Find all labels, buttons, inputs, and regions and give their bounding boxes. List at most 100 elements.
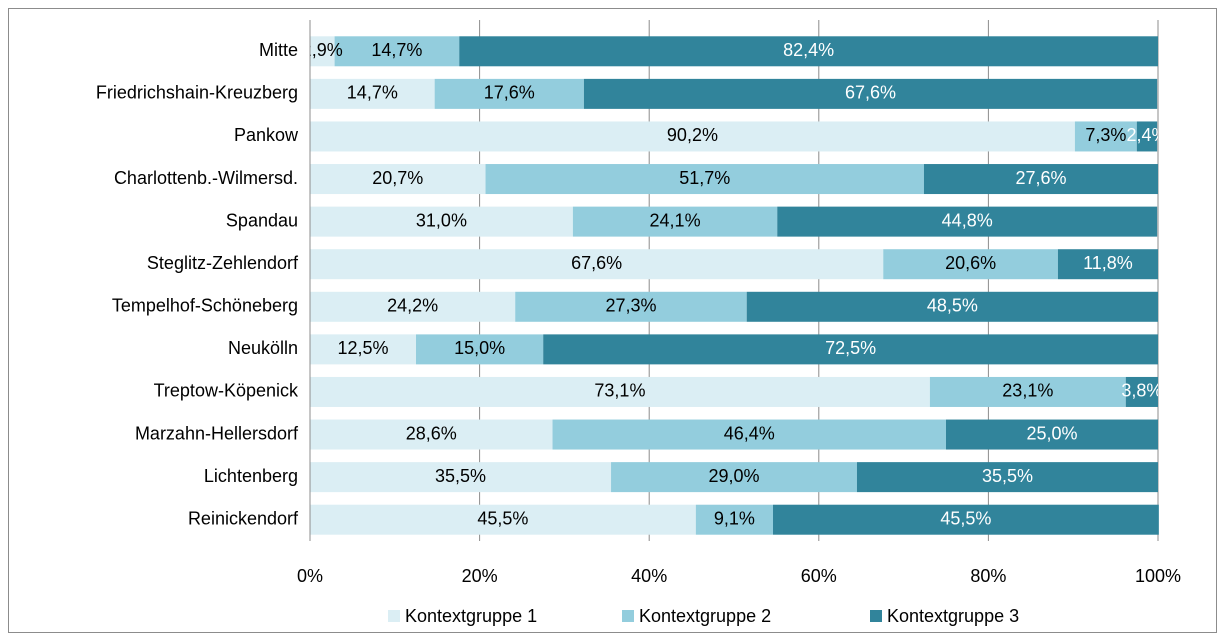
bar-segment (310, 164, 486, 195)
data-label: 72,5% (825, 338, 876, 358)
y-tick-label: Marzahn-Hellersdorf (135, 423, 299, 443)
y-tick-label: Pankow (234, 125, 299, 145)
bar-segment (777, 206, 1158, 237)
x-tick-label: 0% (297, 566, 323, 586)
data-label: 67,6% (571, 253, 622, 273)
bar-segment (416, 334, 544, 365)
data-label: 14,7% (347, 83, 398, 103)
data-label: 7,3% (1085, 125, 1126, 145)
bar-segment (334, 36, 460, 67)
bar-segment (883, 249, 1058, 280)
data-label: 35,5% (982, 466, 1033, 486)
bar-segment (746, 291, 1158, 322)
bar-segment (543, 334, 1158, 365)
data-label: 31,0% (416, 210, 467, 230)
bar-segment (946, 419, 1158, 450)
bar-segment (434, 78, 584, 109)
bar-segment (923, 164, 1158, 195)
data-label: 45,5% (940, 508, 991, 528)
data-label: 23,1% (1002, 381, 1053, 401)
bar-segment (515, 291, 747, 322)
bar-segment (310, 334, 416, 365)
y-tick-label: Reinickendorf (188, 508, 299, 528)
y-tick-label: Neukölln (228, 338, 298, 358)
data-labels: 2,9% 14,7% 82,4% 14,7% 17,6% 67,6% 90,2% 7,3% 2,… (302, 40, 1167, 528)
data-label: 3,8% (1121, 381, 1162, 401)
y-tick-label: Mitte (259, 40, 298, 60)
axes: 0% 20% 40% 60% 80% 100% Mitte Friedrichshain-Kr… (96, 20, 1181, 626)
bar-segment (310, 249, 884, 280)
bar-segment (310, 291, 516, 322)
y-tick-label: Friedrichshain-Kreuzberg (96, 83, 298, 103)
bars (310, 36, 1159, 535)
data-label: 82,4% (783, 40, 834, 60)
data-label: 12,5% (337, 338, 388, 358)
legend-label: Kontextgruppe 2 (639, 606, 771, 626)
legend-swatch (388, 610, 400, 622)
bar-segment (459, 36, 1158, 67)
data-label: 67,6% (845, 83, 896, 103)
bar-segment (1136, 121, 1158, 152)
data-label: 15,0% (454, 338, 505, 358)
data-label: 44,8% (942, 210, 993, 230)
bar-segment (552, 419, 946, 450)
data-label: 29,0% (708, 466, 759, 486)
bar-segment (310, 206, 573, 237)
bar-segment (310, 504, 696, 535)
legend-swatch (622, 610, 634, 622)
data-label: 24,1% (650, 210, 701, 230)
y-tick-label: Spandau (226, 210, 298, 230)
legend-swatch (870, 610, 882, 622)
data-label: 2,9% (302, 40, 343, 60)
bar-segment (929, 376, 1126, 407)
data-label: 11,8% (1083, 253, 1133, 273)
bar-segment (856, 462, 1158, 493)
y-tick-label: Charlottenb.-Wilmersd. (114, 168, 298, 188)
bar-segment (572, 206, 778, 237)
bar-segment (310, 121, 1075, 152)
legend-label: Kontextgruppe 1 (405, 606, 537, 626)
data-label: 14,7% (371, 40, 422, 60)
data-label: 9,1% (714, 508, 755, 528)
data-label: 17,6% (484, 83, 535, 103)
bar-segment (310, 36, 335, 67)
x-tick-label: 80% (970, 566, 1006, 586)
data-label: 51,7% (679, 168, 730, 188)
data-label: 20,6% (945, 253, 996, 273)
x-tick-label: 40% (631, 566, 667, 586)
y-tick-label: Steglitz-Zehlendorf (147, 253, 299, 273)
bar-segment (310, 462, 612, 493)
data-label: 20,7% (372, 168, 423, 188)
bar-segment (583, 78, 1158, 109)
bar-segment (1057, 249, 1158, 280)
bar-segment (695, 504, 774, 535)
data-label: 73,1% (594, 381, 645, 401)
y-tick-label: Treptow-Köpenick (154, 381, 299, 401)
data-label: 27,6% (1015, 168, 1066, 188)
data-label: 90,2% (667, 125, 718, 145)
bar-segment (1074, 121, 1137, 152)
data-label: 48,5% (927, 296, 978, 316)
bar-segment (1125, 376, 1158, 407)
bar-segment (310, 419, 553, 450)
x-tick-label: 100% (1135, 566, 1181, 586)
bar-segment (485, 164, 924, 195)
legend-label: Kontextgruppe 3 (887, 606, 1019, 626)
data-label: 46,4% (724, 423, 775, 443)
data-label: 35,5% (435, 466, 486, 486)
x-tick-label: 20% (462, 566, 498, 586)
x-tick-label: 60% (801, 566, 837, 586)
y-tick-label: Tempelhof-Schöneberg (112, 296, 298, 316)
bar-segment (773, 504, 1159, 535)
data-label: 25,0% (1026, 423, 1077, 443)
data-label: 24,2% (387, 296, 438, 316)
data-label: 45,5% (477, 508, 528, 528)
data-label: 28,6% (406, 423, 457, 443)
data-label: 2,4% (1126, 125, 1167, 145)
y-tick-label: Lichtenberg (204, 466, 298, 486)
bar-segment (310, 78, 435, 109)
bar-segment (611, 462, 857, 493)
bar-segment (310, 376, 930, 407)
data-label: 27,3% (605, 296, 656, 316)
